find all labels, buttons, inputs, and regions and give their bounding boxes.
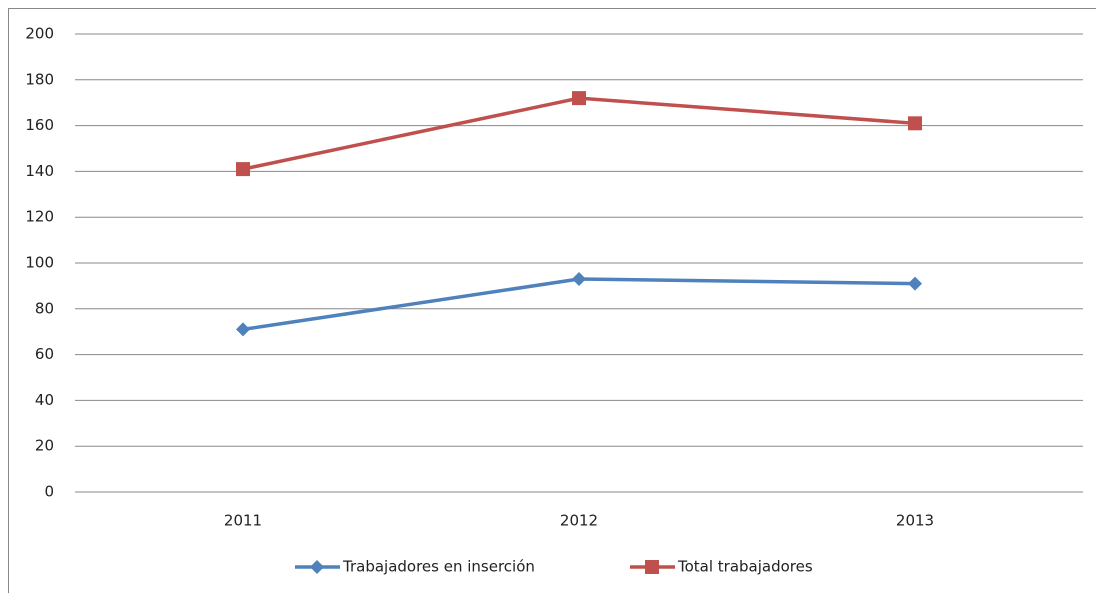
y-tick-label: 100 [25,254,54,272]
data-point [236,322,250,337]
y-tick-label: 180 [25,70,54,88]
data-point [572,91,586,106]
legend-marker [645,560,659,574]
y-tick-label: 140 [25,162,54,180]
legend-label: Total trabajadores [677,558,813,576]
y-tick-label: 120 [25,208,54,226]
data-point [908,116,922,131]
series-line [242,96,916,171]
y-tick-label: 20 [35,437,54,455]
x-tick-label: 2012 [560,512,598,530]
y-tick-label: 80 [35,299,54,317]
legend-marker [310,560,324,574]
legend-label: Trabajadores en inserción [342,558,535,576]
series-line [242,277,916,332]
y-tick-label: 160 [25,116,54,134]
data-point [236,162,250,177]
x-tick-label: 2013 [896,512,934,530]
y-tick-label: 200 [25,25,54,43]
x-tick-label: 2011 [224,512,262,530]
y-tick-label: 40 [35,391,54,409]
data-point [908,276,922,291]
data-point [572,272,586,287]
chart-border [8,8,1096,593]
y-tick-label: 60 [35,345,54,363]
y-tick-label: 0 [44,483,54,501]
